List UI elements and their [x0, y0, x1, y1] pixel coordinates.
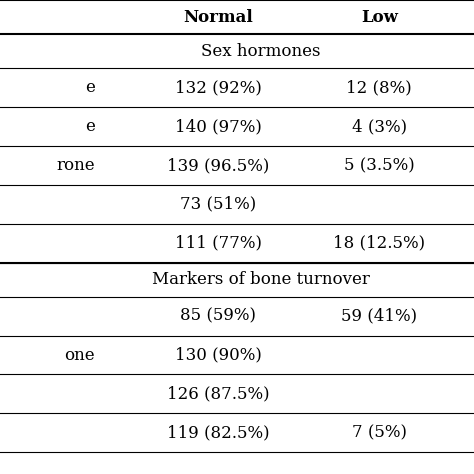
Text: 130 (90%): 130 (90%)	[174, 346, 262, 364]
Text: 126 (87.5%): 126 (87.5%)	[167, 385, 269, 402]
Text: Sex hormones: Sex hormones	[201, 43, 320, 60]
Text: 73 (51%): 73 (51%)	[180, 196, 256, 213]
Text: 18 (12.5%): 18 (12.5%)	[333, 235, 425, 252]
Text: Normal: Normal	[183, 9, 253, 26]
Text: 132 (92%): 132 (92%)	[174, 79, 262, 96]
Text: 139 (96.5%): 139 (96.5%)	[167, 157, 269, 174]
Text: rone: rone	[56, 157, 95, 174]
Text: 111 (77%): 111 (77%)	[174, 235, 262, 252]
Text: 12 (8%): 12 (8%)	[346, 79, 412, 96]
Text: Low: Low	[361, 9, 398, 26]
Text: 7 (5%): 7 (5%)	[352, 424, 407, 441]
Text: e: e	[85, 118, 95, 135]
Text: 4 (3%): 4 (3%)	[352, 118, 407, 135]
Text: 85 (59%): 85 (59%)	[180, 308, 256, 325]
Text: one: one	[64, 346, 95, 364]
Text: e: e	[85, 79, 95, 96]
Text: 5 (3.5%): 5 (3.5%)	[344, 157, 415, 174]
Text: 59 (41%): 59 (41%)	[341, 308, 417, 325]
Text: 140 (97%): 140 (97%)	[174, 118, 262, 135]
Text: 119 (82.5%): 119 (82.5%)	[167, 424, 269, 441]
Text: Markers of bone turnover: Markers of bone turnover	[152, 271, 370, 288]
